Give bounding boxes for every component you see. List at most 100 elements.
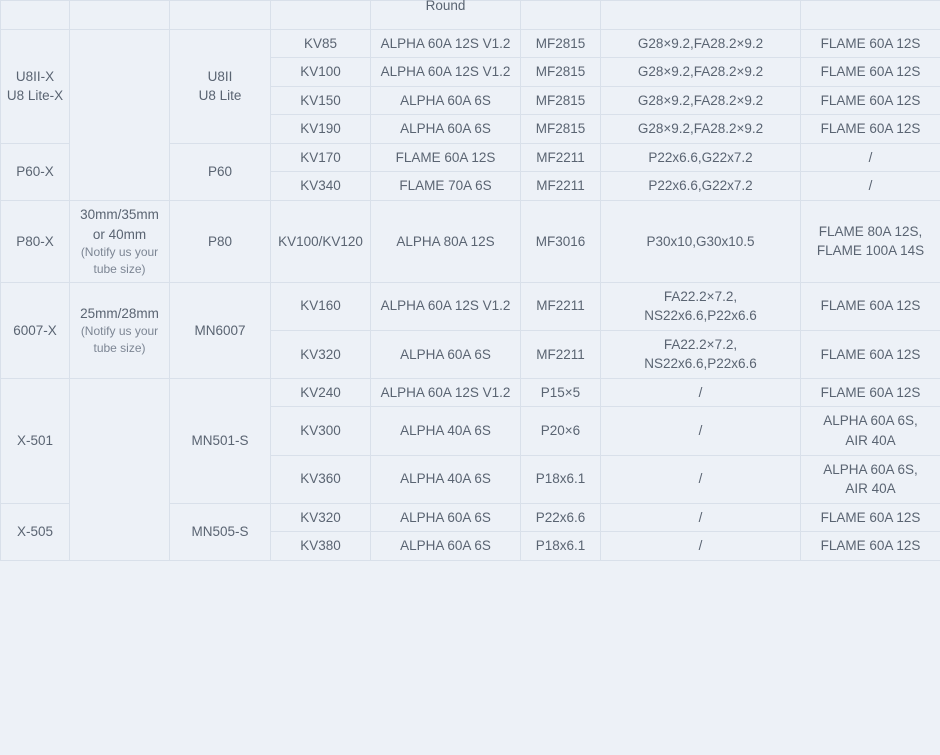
cell-propeller: / — [600, 531, 801, 561]
cell-kv-rating: KV190 — [270, 114, 371, 144]
cell-frame-model: P15×5 — [520, 377, 601, 408]
cell-propeller: G28×9.2,FA28.2×9.2 — [600, 85, 801, 116]
cell-optional-esc: FLAME 60A 12S — [800, 114, 940, 144]
cell-esc-model: ALPHA 60A 12S V1.2 — [370, 28, 521, 59]
product-spec-table: Round U8II-X U8 Lite-X U8II U8 Lite KV85 ALPHA… — [0, 0, 940, 561]
cell-optional-esc: ALPHA 60A 6S, AIR 40A — [800, 454, 940, 504]
cell-optional-esc: FLAME 60A 12S — [800, 85, 940, 116]
clipped-header-cell — [169, 0, 271, 30]
cell-propeller: P22x6.6,G22x7.2 — [600, 171, 801, 201]
cell-kv-rating: KV320 — [270, 329, 371, 379]
cell-esc-model: ALPHA 40A 6S — [370, 406, 521, 456]
table-row: KV150 ALPHA 60A 6S MF2815 G28×9.2,FA28.2×9.… — [1, 85, 940, 116]
cell-propeller: / — [600, 502, 801, 533]
cell-esc-model: ALPHA 60A 12S V1.2 — [370, 377, 521, 408]
cell-optional-esc: ALPHA 60A 6S, AIR 40A — [800, 406, 940, 456]
cell-esc-model: ALPHA 60A 6S — [370, 329, 521, 379]
cell-tube-size: 25mm/28mm (Notify us your tube size) — [69, 281, 170, 379]
table-row: KV360 ALPHA 40A 6S P18x6.1/ALPHA 60A 6S, AI… — [1, 454, 940, 504]
cell-kv-rating: KV300 — [270, 406, 371, 456]
cell-optional-esc: FLAME 60A 12S — [800, 531, 940, 561]
cell-frame-model: MF3016 — [520, 199, 601, 283]
cell-frame-model: MF2211 — [520, 171, 601, 201]
clipped-header-cell: Round — [370, 0, 521, 30]
cell-propeller: G28×9.2,FA28.2×9.2 — [600, 57, 801, 87]
cell-esc-model: ALPHA 60A 12S V1.2 — [370, 57, 521, 87]
tube-size-value: 25mm/28mm — [80, 305, 159, 321]
table-row: KV100 ALPHA 60A 12S V1.2 MF2815 G28×9.2,FA2… — [1, 57, 940, 87]
cell-propeller: / — [600, 406, 801, 456]
cell-tube-size: 30mm/35mm or 40mm (Notify us your tube si… — [69, 199, 170, 283]
table-row: KV380 ALPHA 60A 6S P18x6.1/FLAME 60A 12S — [1, 531, 940, 561]
cell-kv-rating: KV100 — [270, 57, 371, 87]
cell-frame-model: MF2211 — [520, 281, 601, 331]
table-row: P60-X P60 KV170 FLAME 60A 12S MF2211 P22x6.6,… — [0, 142, 940, 201]
cell-propeller: FA22.2×7.2, NS22x6.6,P22x6.6 — [600, 329, 801, 379]
clipped-header-cell — [69, 0, 170, 30]
cell-propeller: P30x10,G30x10.5 — [600, 199, 801, 283]
cell-motor-model: P80 — [169, 199, 271, 283]
cell-frame-model: P22x6.6 — [520, 502, 601, 533]
cell-product-group: 6007-X — [0, 281, 70, 379]
clipped-header-cell — [270, 0, 371, 30]
cell-motor-model: MN505-S — [169, 502, 271, 561]
clipped-header-cell — [520, 0, 601, 30]
clipped-header-cell — [600, 0, 801, 30]
cell-esc-model: ALPHA 60A 6S — [370, 531, 521, 561]
table-row: 6007-X 25mm/28mm (Notify us your tube size… — [0, 281, 940, 379]
cell-esc-model: ALPHA 80A 12S — [370, 199, 521, 283]
cell-esc-model: FLAME 70A 6S — [370, 171, 521, 201]
cell-kv-rating: KV380 — [270, 531, 371, 561]
cell-optional-esc: / — [800, 171, 940, 201]
table-row: KV320 ALPHA 60A 6S MF2211 FA22.2×7.2, NS22x6… — [1, 329, 940, 379]
cell-frame-model: MF2815 — [520, 57, 601, 87]
tube-size-note: (Notify us your tube size) — [80, 245, 159, 276]
cell-esc-model: ALPHA 60A 12S V1.2 — [370, 281, 521, 331]
table-row: KV340 FLAME 70A 6S MF2211 P22x6.6,G22x7.2/ — [1, 171, 940, 201]
cell-propeller: FA22.2×7.2, NS22x6.6,P22x6.6 — [600, 281, 801, 331]
tube-size-value: 30mm/35mm or 40mm — [80, 206, 159, 242]
cell-optional-esc: / — [800, 142, 940, 173]
table-body: Round U8II-X U8 Lite-X U8II U8 Lite KV85 ALPHA… — [0, 0, 940, 561]
cell-kv-rating: KV85 — [270, 28, 371, 59]
cell-product-group: X-505 — [0, 502, 70, 561]
table-row: KV300 ALPHA 40A 6S P20×6/ALPHA 60A 6S, AIR … — [1, 406, 940, 456]
clipped-header-text: Round — [425, 0, 466, 13]
cell-frame-model: P18x6.1 — [520, 454, 601, 504]
table-row: U8II-X U8 Lite-X U8II U8 Lite KV85 ALPHA 60A … — [0, 28, 940, 201]
cell-motor-model: P60 — [169, 142, 271, 201]
cell-kv-rating: KV160 — [270, 281, 371, 331]
cell-propeller: P22x6.6,G22x7.2 — [600, 142, 801, 173]
cell-optional-esc: FLAME 60A 12S — [800, 377, 940, 408]
cell-kv-rating: KV240 — [270, 377, 371, 408]
cell-esc-model: FLAME 60A 12S — [370, 142, 521, 173]
cell-frame-model: MF2211 — [520, 329, 601, 379]
cell-propeller: G28×9.2,FA28.2×9.2 — [600, 114, 801, 144]
cell-kv-rating: KV100/KV120 — [270, 199, 371, 283]
cell-motor-model: MN6007 — [169, 281, 271, 379]
cell-kv-rating: KV170 — [270, 142, 371, 173]
cell-kv-rating: KV360 — [270, 454, 371, 504]
cell-motor-model: MN501-S — [169, 377, 271, 504]
cell-esc-model: ALPHA 40A 6S — [370, 454, 521, 504]
cell-optional-esc: FLAME 60A 12S — [800, 502, 940, 533]
cell-kv-rating: KV150 — [270, 85, 371, 116]
table-row: P80-X 30mm/35mm or 40mm (Notify us your tu… — [0, 199, 940, 283]
clipped-header-cell — [800, 0, 940, 30]
cell-tube-size-empty — [69, 377, 170, 561]
cell-frame-model: MF2815 — [520, 85, 601, 116]
cell-product-group: X-501 — [0, 377, 70, 504]
table-row: X-505 MN505-S KV320 ALPHA 60A 6S P22x6.6/FLA… — [0, 502, 940, 561]
cell-kv-rating: KV320 — [270, 502, 371, 533]
cell-frame-model: P18x6.1 — [520, 531, 601, 561]
cell-product-group: U8II-X U8 Lite-X — [0, 28, 70, 144]
cell-frame-model: MF2815 — [520, 28, 601, 59]
cell-optional-esc: FLAME 60A 12S — [800, 28, 940, 59]
tube-size-note: (Notify us your tube size) — [80, 324, 159, 356]
cell-frame-model: MF2815 — [520, 114, 601, 144]
table-row: KV190 ALPHA 60A 6S MF2815 G28×9.2,FA28.2×9.… — [1, 114, 940, 144]
cell-propeller: G28×9.2,FA28.2×9.2 — [600, 28, 801, 59]
cell-frame-model: P20×6 — [520, 406, 601, 456]
clipped-header-row: Round — [0, 0, 940, 30]
clipped-header-cell — [0, 0, 70, 30]
